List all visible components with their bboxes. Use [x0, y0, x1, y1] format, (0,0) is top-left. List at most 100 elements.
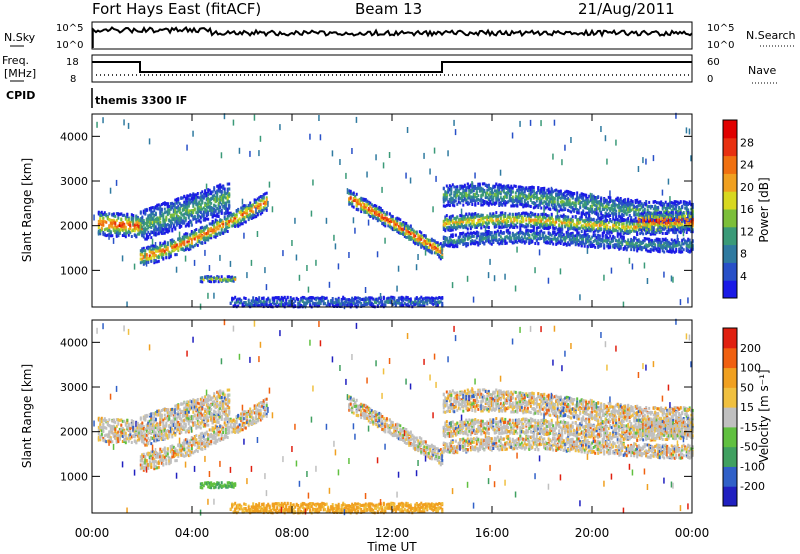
power-cell [480, 203, 483, 207]
power-cell [387, 220, 390, 224]
power-cell [475, 190, 478, 194]
power-cell [490, 194, 493, 201]
power-cell [192, 196, 195, 200]
power-cell [111, 225, 114, 229]
power-cell [156, 255, 159, 259]
power-cell [451, 245, 454, 249]
power-cell [511, 225, 514, 229]
power-cell [136, 223, 139, 227]
power-cell [198, 207, 201, 211]
power-cell [244, 220, 247, 224]
power-cell [541, 234, 544, 238]
power-cell [153, 226, 156, 230]
power-cell [516, 189, 519, 193]
power-cell [127, 233, 130, 237]
power-cell [454, 233, 457, 237]
power-cell [163, 241, 166, 245]
power-cell [258, 206, 261, 210]
power-cell [502, 220, 505, 224]
nave-tick-high: 60 [707, 57, 720, 68]
power-cell [181, 196, 184, 200]
power-cell [541, 192, 544, 196]
power-cell [288, 301, 291, 305]
power-cell [243, 204, 246, 208]
power-cell [166, 213, 169, 217]
power-cell [552, 153, 554, 160]
power-cell [520, 197, 523, 201]
power-cell [348, 198, 351, 202]
power-cell [543, 207, 545, 214]
power-cell [180, 247, 183, 251]
power-cell [148, 213, 151, 217]
power-cell [547, 224, 550, 228]
power-cell [138, 222, 141, 226]
power-cell [163, 207, 166, 211]
power-cell [184, 235, 187, 239]
power-cell [487, 186, 490, 190]
power-cell [423, 245, 426, 249]
power-cell [153, 228, 156, 232]
power-cell [204, 239, 207, 242]
power-cell [252, 303, 255, 307]
power-cell [322, 302, 325, 306]
power-cell [214, 191, 217, 195]
power-cell [508, 225, 511, 229]
power-cell [337, 263, 340, 270]
power-cell [414, 234, 417, 238]
power-cell [381, 221, 384, 225]
power-cell [162, 227, 165, 231]
power-cell [279, 124, 281, 131]
power-cell [561, 193, 564, 197]
power-cell [247, 299, 250, 303]
power-cell [103, 213, 106, 217]
power-cell [529, 190, 532, 194]
power-cell [466, 182, 469, 186]
power-cell [492, 200, 495, 204]
power-cell [274, 296, 277, 300]
power-cell [310, 296, 313, 299]
power-cell [247, 302, 250, 306]
power-cell [405, 303, 408, 307]
power-cell [303, 296, 306, 300]
power-cell [384, 213, 387, 216]
power-cell [327, 301, 330, 305]
power-cell [489, 195, 492, 199]
power-cell [258, 296, 261, 300]
power-cell [232, 304, 235, 308]
power-cell [202, 228, 205, 232]
power-cell [315, 302, 318, 306]
power-cell [535, 204, 538, 208]
power-cell [559, 228, 562, 232]
power-cell [106, 229, 109, 232]
power-cell [199, 276, 202, 280]
power-cell [219, 201, 222, 204]
power-cell [355, 116, 358, 123]
power-cell [430, 301, 433, 305]
power-cell [205, 205, 208, 209]
power-cell [129, 231, 132, 235]
power-cell [507, 236, 510, 240]
power-cell [150, 214, 153, 218]
power-cell [153, 259, 156, 262]
power-cell [399, 231, 402, 235]
power-cell [210, 275, 213, 279]
power-cell [322, 296, 325, 300]
power-cell [447, 189, 450, 192]
power-cell [117, 212, 120, 216]
power-cell [336, 298, 339, 302]
power-cell [498, 219, 501, 223]
power-cell [361, 297, 364, 301]
power-cell [513, 219, 516, 223]
power-cell [471, 196, 474, 200]
power-cell [435, 251, 438, 255]
power-cell [462, 226, 465, 230]
power-cell [505, 217, 508, 221]
power-cell [163, 223, 166, 226]
power-cell [516, 236, 519, 240]
power-cell [375, 217, 378, 221]
power-cell [174, 202, 176, 209]
power-cell [228, 200, 231, 204]
power-cell [177, 198, 180, 202]
power-cell [496, 185, 499, 189]
power-cell [489, 212, 492, 216]
